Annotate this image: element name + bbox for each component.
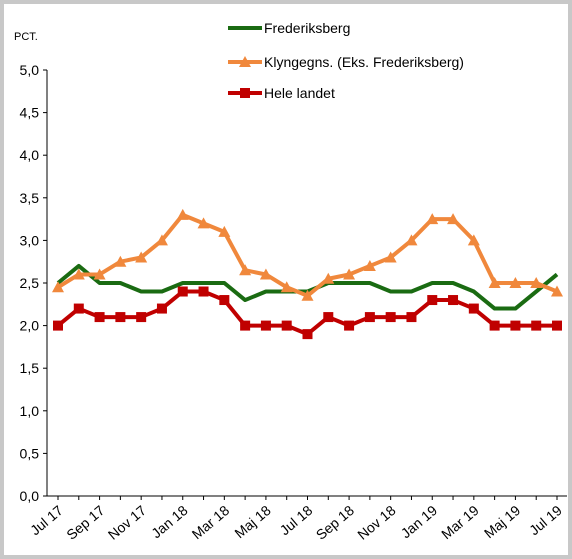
marker bbox=[448, 295, 459, 306]
marker bbox=[156, 303, 167, 314]
marker bbox=[73, 303, 84, 314]
marker bbox=[531, 320, 542, 331]
marker bbox=[72, 268, 85, 280]
marker bbox=[155, 234, 168, 246]
marker bbox=[135, 251, 148, 263]
marker bbox=[93, 268, 106, 280]
legend-marker bbox=[240, 88, 250, 98]
marker bbox=[302, 329, 313, 340]
y-tick-label: 0,5 bbox=[20, 445, 40, 461]
marker bbox=[198, 286, 209, 297]
legend-marker bbox=[239, 56, 251, 67]
marker bbox=[530, 277, 543, 288]
marker bbox=[489, 320, 500, 331]
marker bbox=[197, 217, 210, 229]
y-tick-label: 1,0 bbox=[20, 403, 40, 419]
marker bbox=[509, 277, 522, 288]
marker bbox=[384, 251, 397, 263]
marker bbox=[218, 225, 231, 237]
marker bbox=[552, 320, 562, 331]
marker bbox=[239, 264, 252, 276]
y-tick-label: 2,5 bbox=[20, 275, 40, 291]
marker bbox=[260, 320, 271, 331]
marker bbox=[301, 289, 314, 301]
marker bbox=[94, 312, 105, 323]
legend-label: Frederiksberg bbox=[264, 20, 350, 36]
y-tick-label: 3,5 bbox=[20, 190, 40, 206]
marker bbox=[385, 312, 396, 323]
marker bbox=[405, 234, 418, 246]
marker bbox=[406, 312, 417, 323]
marker bbox=[468, 303, 479, 314]
marker bbox=[447, 213, 460, 225]
marker bbox=[488, 277, 501, 288]
marker bbox=[136, 312, 147, 323]
marker bbox=[115, 312, 126, 323]
legend-label: Hele landet bbox=[264, 85, 335, 101]
marker bbox=[344, 320, 355, 331]
y-axis-label: PCT. bbox=[14, 31, 38, 43]
marker bbox=[219, 295, 230, 306]
y-tick-label: 5,0 bbox=[20, 62, 40, 78]
marker bbox=[343, 268, 356, 280]
marker bbox=[114, 255, 127, 267]
y-tick-label: 1,5 bbox=[20, 360, 40, 376]
marker bbox=[426, 213, 439, 225]
marker bbox=[322, 272, 335, 284]
y-tick-label: 4,5 bbox=[20, 105, 40, 121]
y-tick-label: 2,0 bbox=[20, 318, 40, 334]
y-tick-label: 4,0 bbox=[20, 147, 40, 163]
legend-label: Klyngegns. (Eks. Frederiksberg) bbox=[264, 54, 464, 70]
marker bbox=[281, 320, 292, 331]
marker bbox=[176, 208, 189, 220]
marker bbox=[427, 295, 438, 306]
marker bbox=[364, 312, 375, 323]
marker bbox=[363, 259, 376, 271]
marker bbox=[240, 320, 251, 331]
y-tick-label: 0,0 bbox=[20, 488, 40, 504]
marker bbox=[259, 268, 272, 280]
marker bbox=[467, 234, 480, 246]
marker bbox=[177, 286, 188, 297]
marker bbox=[53, 320, 63, 331]
marker bbox=[280, 281, 293, 293]
marker bbox=[551, 285, 563, 297]
y-tick-label: 3,0 bbox=[20, 232, 40, 248]
marker bbox=[510, 320, 521, 331]
marker bbox=[323, 312, 334, 323]
marker bbox=[52, 281, 64, 293]
